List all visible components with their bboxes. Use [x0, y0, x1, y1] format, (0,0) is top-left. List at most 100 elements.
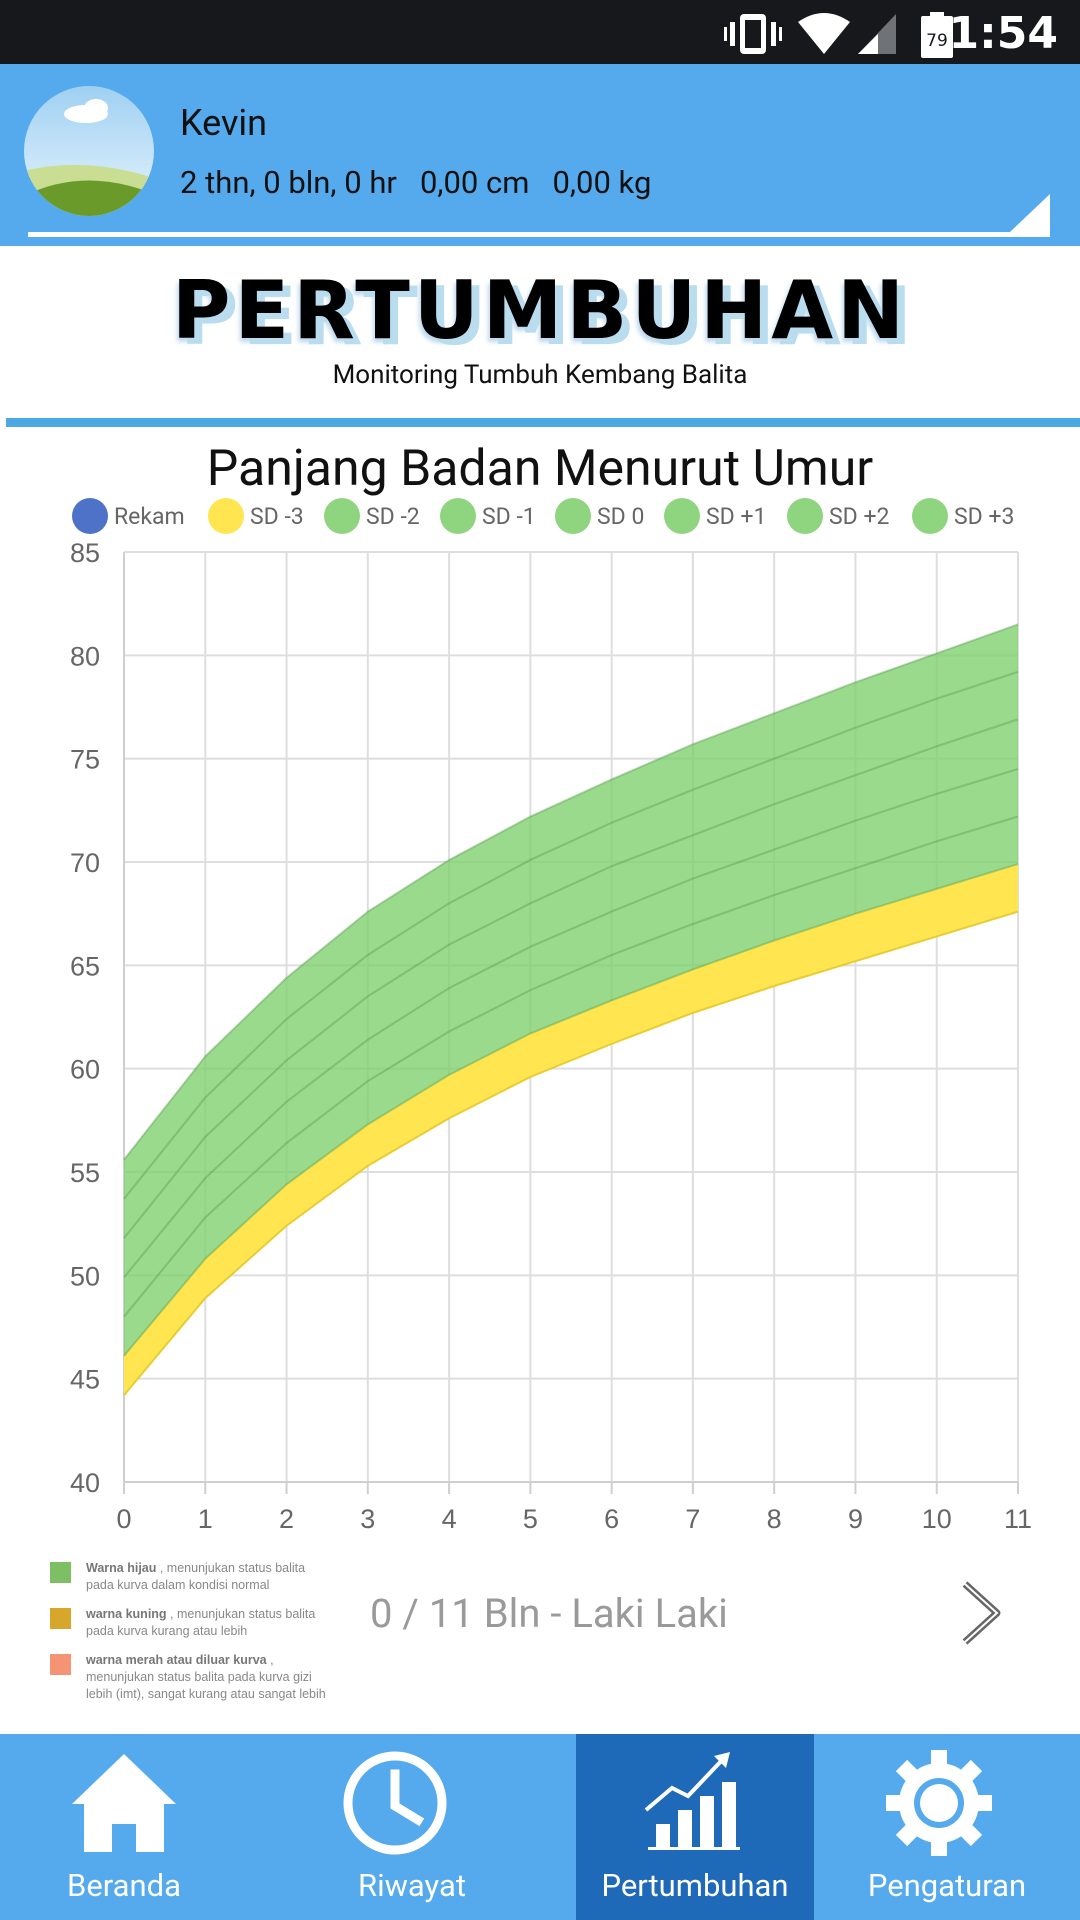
nav-item-home[interactable]: Beranda: [0, 1734, 248, 1920]
series-line: [123, 623, 1019, 1161]
legend-swatch: [324, 498, 360, 534]
band-sd: [124, 624, 1018, 1199]
child-name: Kevin: [180, 102, 268, 144]
legend-item[interactable]: SD -2: [324, 496, 420, 536]
home-icon: [72, 1754, 176, 1852]
y-tick-label: 50: [70, 1261, 100, 1291]
legend-item[interactable]: SD -3: [208, 496, 304, 536]
legend-label: SD -3: [250, 502, 304, 530]
next-chevron-icon[interactable]: [955, 1580, 1005, 1646]
chart-title: Panjang Badan Menurut Umur: [206, 440, 874, 498]
y-tick-label: 65: [70, 951, 100, 981]
banner-divider: [6, 418, 1080, 427]
series-line: [123, 910, 1019, 1396]
gear-icon: [886, 1750, 992, 1856]
legend-swatch: [664, 498, 700, 534]
vibrate-icon: [724, 14, 782, 54]
clock-icon: [343, 1751, 447, 1855]
legend-item[interactable]: SD +1: [664, 496, 766, 536]
x-tick-label: 9: [848, 1504, 863, 1530]
legend-item[interactable]: SD +3: [912, 496, 1014, 536]
growth-chart-icon: [644, 1752, 740, 1850]
y-tick-label: 60: [70, 1055, 100, 1085]
legend-item[interactable]: Rekam: [72, 496, 185, 536]
battery-icon: 79: [921, 12, 953, 58]
x-tick-label: 10: [922, 1504, 952, 1530]
series-line: [123, 815, 1019, 1318]
x-tick-label: 2: [279, 1504, 294, 1530]
child-stats: 2 thn, 0 bln, 0 hr 0,00 cm 0,00 kg: [180, 164, 652, 201]
band-sd: [124, 816, 1018, 1356]
legend-label: SD +1: [706, 502, 767, 530]
legend-swatch: [787, 498, 823, 534]
legend-label: SD +3: [954, 502, 1015, 530]
banner-title: PERTUMBUHAN: [171, 264, 909, 357]
note-swatch: [50, 1562, 71, 1583]
legend-item[interactable]: SD 0: [555, 496, 644, 536]
x-tick-label: 8: [767, 1504, 782, 1530]
chart-page-label: 0 / 11 Bln - Laki Laki: [370, 1590, 728, 1637]
x-tick-label: 3: [360, 1504, 375, 1530]
note-title: warna kuning: [86, 1607, 167, 1621]
color-note: warna merah atau diluar kurva , menunjuk…: [50, 1652, 330, 1703]
note-title: warna merah atau diluar kurva: [86, 1653, 267, 1667]
color-notes: Warna hijau , menunjukan status balita p…: [50, 1560, 330, 1715]
band-sd-minus3: [124, 864, 1018, 1396]
banner-subtitle: Monitoring Tumbuh Kembang Balita: [332, 360, 748, 390]
y-tick-label: 75: [70, 745, 100, 775]
note-text: , menunjukan status balita pada kurva gi…: [86, 1653, 326, 1701]
banner: PERTUMBUHAN Monitoring Tumbuh Kembang Ba…: [0, 246, 1080, 427]
legend-label: SD +2: [829, 502, 890, 530]
y-tick-label: 55: [70, 1158, 100, 1188]
legend-swatch: [208, 498, 244, 534]
note-title: Warna hijau: [86, 1561, 157, 1575]
y-tick-label: 45: [70, 1365, 100, 1395]
corner-triangle-icon: [1010, 194, 1050, 232]
legend-swatch: [72, 498, 108, 534]
svg-text:79: 79: [926, 31, 948, 51]
nav-item-settings[interactable]: Pengaturan: [814, 1734, 1080, 1920]
nav-item-growth[interactable]: Pertumbuhan: [576, 1734, 814, 1920]
x-tick-label: 0: [116, 1504, 131, 1530]
band-sd: [124, 719, 1018, 1278]
note-text: , menunjukan status balita pada kurva da…: [86, 1561, 306, 1592]
color-note: Warna hijau , menunjukan status balita p…: [50, 1560, 330, 1594]
legend-item[interactable]: SD -1: [440, 496, 536, 536]
note-text: , menunjukan status balita pada kurva ku…: [86, 1607, 316, 1638]
legend-item[interactable]: SD +2: [787, 496, 889, 536]
nav-label-home: Beranda: [67, 1867, 181, 1904]
profile-header[interactable]: Kevin 2 thn, 0 bln, 0 hr 0,00 cm 0,00 kg: [0, 64, 1080, 246]
color-note: warna kuning , menunjukan status balita …: [50, 1606, 330, 1640]
bottom-nav: Beranda Riwayat Pertumbuhan: [0, 1734, 1080, 1920]
series-line: [123, 768, 1019, 1279]
series-line: [123, 718, 1019, 1239]
series-line: [123, 670, 1019, 1200]
nav-label-growth: Pertumbuhan: [601, 1867, 789, 1904]
nav-label-history: Riwayat: [357, 1867, 466, 1904]
clock: 1:54: [948, 8, 1058, 59]
legend-swatch: [440, 498, 476, 534]
series-line: [123, 863, 1019, 1357]
y-tick-label: 80: [70, 641, 100, 671]
legend-label: SD -1: [482, 502, 536, 530]
legend-label: SD -2: [366, 502, 420, 530]
band-sd: [124, 671, 1018, 1239]
x-tick-label: 4: [442, 1504, 457, 1530]
legend-label: Rekam: [114, 502, 185, 530]
note-swatch: [50, 1654, 71, 1675]
avatar[interactable]: [24, 86, 154, 216]
y-tick-label: 40: [70, 1468, 100, 1498]
nav-item-history[interactable]: Riwayat: [248, 1734, 576, 1920]
legend-swatch: [555, 498, 591, 534]
x-tick-label: 5: [523, 1504, 538, 1530]
x-tick-label: 7: [685, 1504, 700, 1530]
band-sd: [124, 769, 1018, 1317]
x-tick-label: 6: [604, 1504, 619, 1530]
wifi-icon: [798, 13, 850, 54]
status-bar: 79 1:54: [0, 0, 1080, 64]
legend-swatch: [912, 498, 948, 534]
x-tick-label: 1: [198, 1504, 213, 1530]
header-divider: [28, 232, 1050, 237]
y-tick-label: 70: [70, 848, 100, 878]
